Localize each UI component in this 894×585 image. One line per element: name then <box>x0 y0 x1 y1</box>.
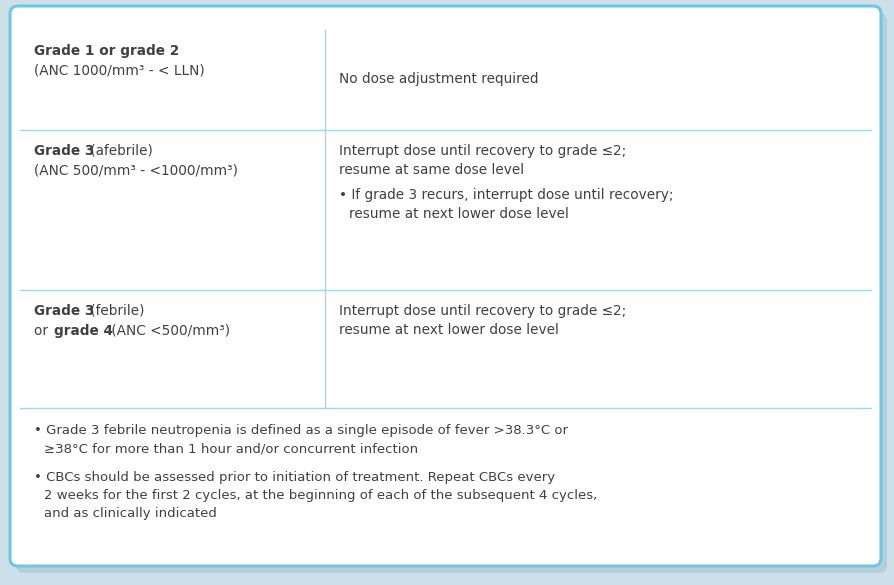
Text: Grade 1 or grade 2: Grade 1 or grade 2 <box>34 44 179 58</box>
Text: • Grade 3 febrile neutropenia is defined as a single episode of fever >38.3°C or: • Grade 3 febrile neutropenia is defined… <box>34 424 568 437</box>
Text: Grade 3: Grade 3 <box>34 304 95 318</box>
FancyBboxPatch shape <box>10 6 880 566</box>
Text: No dose adjustment required: No dose adjustment required <box>338 72 537 86</box>
Text: (ANC <500/mm³): (ANC <500/mm³) <box>107 324 230 338</box>
Text: resume at next lower dose level: resume at next lower dose level <box>338 323 558 337</box>
Text: • If grade 3 recurs, interrupt dose until recovery;: • If grade 3 recurs, interrupt dose unti… <box>338 188 672 202</box>
Text: (febrile): (febrile) <box>86 304 144 318</box>
FancyBboxPatch shape <box>16 13 886 573</box>
Text: 2 weeks for the first 2 cycles, at the beginning of each of the subsequent 4 cyc: 2 weeks for the first 2 cycles, at the b… <box>44 489 596 502</box>
Text: ≥38°C for more than 1 hour and/or concurrent infection: ≥38°C for more than 1 hour and/or concur… <box>44 442 417 455</box>
Text: (ANC 1000/mm³ - < LLN): (ANC 1000/mm³ - < LLN) <box>34 64 205 78</box>
Text: (ANC 500/mm³ - <1000/mm³): (ANC 500/mm³ - <1000/mm³) <box>34 164 238 178</box>
Text: (afebrile): (afebrile) <box>86 144 153 158</box>
Text: Grade 3: Grade 3 <box>34 144 95 158</box>
Text: resume at same dose level: resume at same dose level <box>338 163 523 177</box>
Text: and as clinically indicated: and as clinically indicated <box>44 507 216 520</box>
Text: Interrupt dose until recovery to grade ≤2;: Interrupt dose until recovery to grade ≤… <box>338 304 625 318</box>
Text: grade 4: grade 4 <box>54 324 113 338</box>
Text: • CBCs should be assessed prior to initiation of treatment. Repeat CBCs every: • CBCs should be assessed prior to initi… <box>34 471 554 484</box>
Text: or: or <box>34 324 53 338</box>
Text: Interrupt dose until recovery to grade ≤2;: Interrupt dose until recovery to grade ≤… <box>338 144 625 158</box>
Text: resume at next lower dose level: resume at next lower dose level <box>349 207 568 221</box>
